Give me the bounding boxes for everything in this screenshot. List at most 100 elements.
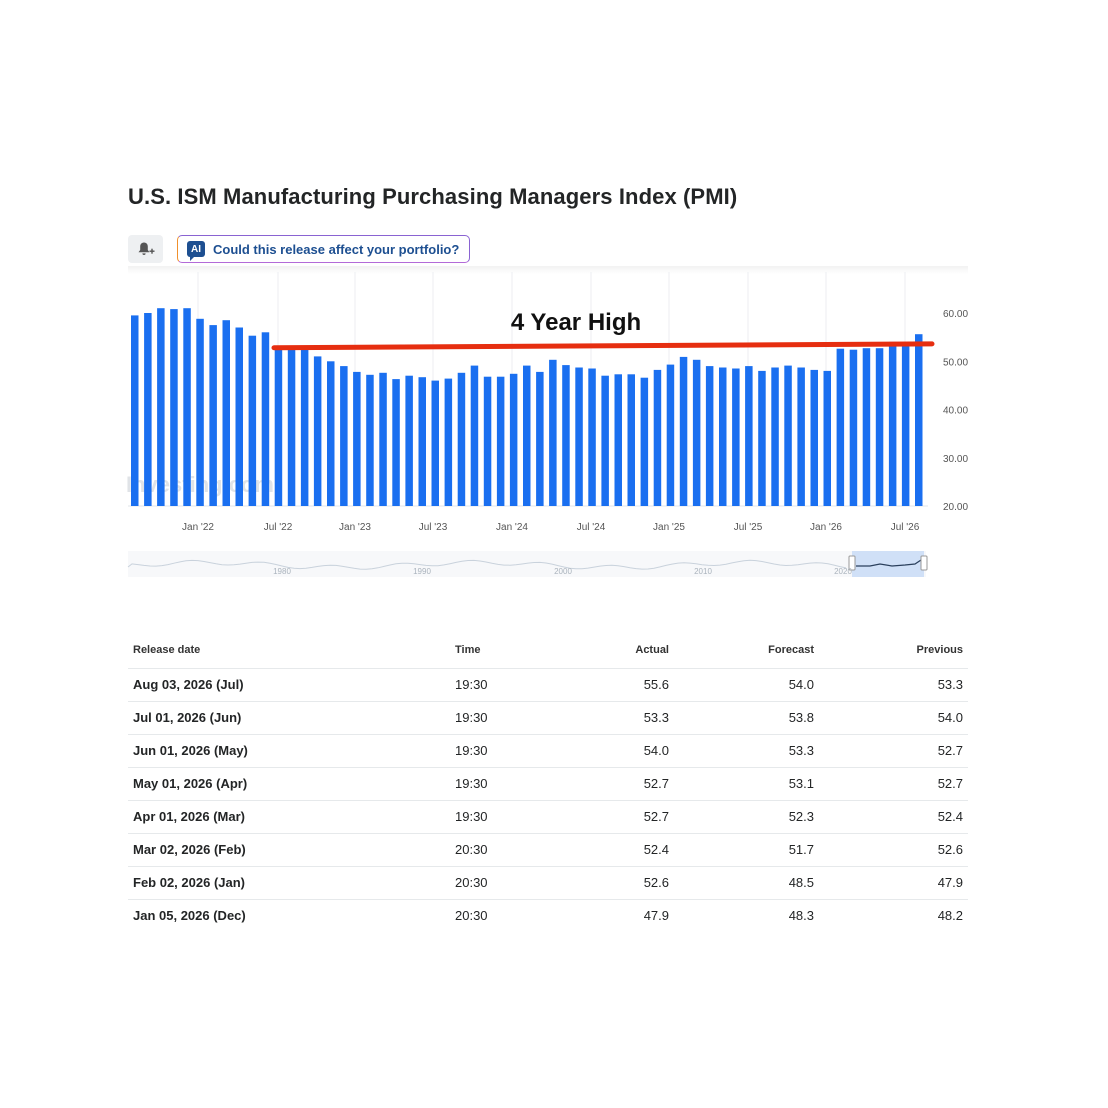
- chart-bar[interactable]: [366, 374, 374, 506]
- time-cell: 19:30: [450, 767, 580, 801]
- navigator-track[interactable]: [128, 551, 926, 577]
- header-time[interactable]: Time: [450, 632, 580, 669]
- chart-bar[interactable]: [313, 356, 322, 506]
- chart-annotation: 4 Year High: [511, 309, 641, 336]
- y-tick-label: 30.00: [943, 454, 968, 465]
- chart-bar[interactable]: [536, 371, 544, 506]
- y-tick-label: 50.00: [943, 357, 968, 368]
- x-tick-label: Jul '25: [734, 522, 763, 533]
- chart-bar[interactable]: [379, 372, 387, 506]
- chart-bar[interactable]: [405, 375, 413, 506]
- chart-bar[interactable]: [496, 376, 505, 506]
- chart-bar[interactable]: [601, 375, 609, 506]
- forecast-cell: 51.7: [674, 833, 819, 867]
- chart-bar[interactable]: [222, 320, 231, 506]
- time-cell: 20:30: [455, 908, 488, 924]
- chart-bar[interactable]: [627, 374, 636, 506]
- x-tick-label: Jan '25: [653, 522, 685, 533]
- chart-bar[interactable]: [274, 348, 283, 506]
- header-previous[interactable]: Previous: [819, 632, 968, 669]
- chart-bar[interactable]: [640, 377, 649, 506]
- navigator-left-handle[interactable]: [848, 555, 856, 571]
- chart-bar[interactable]: [444, 378, 453, 506]
- chart-bar[interactable]: [732, 368, 740, 507]
- page-title: U.S. ISM Manufacturing Purchasing Manage…: [128, 184, 738, 209]
- chart-bar[interactable]: [575, 367, 583, 507]
- chart-bar[interactable]: [653, 369, 662, 506]
- chart-bar[interactable]: [875, 348, 884, 506]
- actual-cell: 53.3: [580, 701, 674, 735]
- chart-bar[interactable]: [340, 366, 348, 506]
- chart-bar[interactable]: [614, 374, 623, 506]
- chart-bar[interactable]: [392, 379, 400, 506]
- chart-bar[interactable]: [287, 348, 296, 506]
- y-tick-label: 40.00: [943, 406, 968, 417]
- chart-bar[interactable]: [157, 308, 165, 506]
- forecast-cell: 52.3: [674, 800, 819, 834]
- chart-bar[interactable]: [888, 341, 897, 506]
- time-cell: 19:30: [450, 701, 580, 735]
- chart-bar[interactable]: [483, 376, 492, 506]
- chart-bar[interactable]: [248, 335, 257, 506]
- chart-bar[interactable]: [235, 327, 244, 507]
- chart-bar[interactable]: [758, 370, 766, 506]
- previous-cell: 52.7: [819, 767, 968, 801]
- table-row: Aug 03, 2026 (Jul) 19:30 55.6 54.0 53.3: [128, 668, 968, 702]
- chart-bar[interactable]: [810, 369, 819, 506]
- chart-bar[interactable]: [144, 313, 152, 506]
- chart-bar[interactable]: [562, 365, 570, 506]
- chart-bar[interactable]: [418, 377, 427, 506]
- chart-bar[interactable]: [523, 365, 531, 506]
- chart-bar[interactable]: [196, 318, 204, 506]
- chart-bar[interactable]: [131, 315, 139, 506]
- chart-bar[interactable]: [797, 367, 805, 507]
- create-alert-button[interactable]: [128, 235, 163, 263]
- chart-bar[interactable]: [784, 365, 792, 506]
- navigator-right-handle[interactable]: [920, 555, 928, 571]
- x-tick-label: Jul '22: [264, 522, 293, 533]
- chart-bar[interactable]: [353, 371, 361, 506]
- chart-bar[interactable]: [327, 361, 335, 507]
- chart-bar[interactable]: [823, 370, 832, 506]
- chart-bar[interactable]: [862, 348, 871, 506]
- chart-bar[interactable]: [457, 372, 466, 506]
- chart-bar[interactable]: [509, 373, 518, 506]
- chart-bar[interactable]: [549, 359, 557, 506]
- chart-bar[interactable]: [666, 364, 675, 506]
- table-header-row: Release date Time Actual Forecast Previo…: [128, 632, 968, 669]
- release-date-cell: Jul 01, 2026 (Jun): [128, 701, 450, 735]
- chart-bar[interactable]: [183, 308, 191, 506]
- chart-bar[interactable]: [705, 366, 714, 506]
- previous-cell: 52.7: [819, 734, 968, 768]
- chart-bar[interactable]: [170, 309, 178, 506]
- chart-bar[interactable]: [470, 365, 479, 506]
- actual-cell: 55.6: [580, 668, 674, 702]
- chart-bar[interactable]: [431, 380, 440, 506]
- ai-portfolio-button[interactable]: AI Could this release affect your portfo…: [177, 235, 471, 263]
- chart-bar[interactable]: [719, 367, 727, 507]
- chart-bar[interactable]: [261, 332, 270, 506]
- navigator-selected-series: [856, 559, 922, 567]
- chart-bar[interactable]: [836, 348, 845, 506]
- chart-bar[interactable]: [679, 356, 688, 506]
- table-row: Feb 02, 2026 (Jan) 20:30 52.6 48.5 47.9: [128, 866, 968, 900]
- header-release-date[interactable]: Release date: [128, 632, 450, 669]
- chart-bar[interactable]: [901, 345, 910, 506]
- chart-navigator[interactable]: 1980 1990 2000 2010 2020: [127, 551, 928, 577]
- chart-bar[interactable]: [745, 366, 753, 506]
- table-row: Mar 02, 2026 (Feb) 20:30 52.4 51.7 52.6: [128, 833, 968, 867]
- chart-bar[interactable]: [692, 359, 701, 506]
- chart-bar[interactable]: [849, 349, 858, 506]
- release-date-cell: Aug 03, 2026 (Jul): [128, 668, 450, 702]
- chart-bar[interactable]: [915, 334, 923, 506]
- table-row: Jun 01, 2026 (May) 19:30 54.0 53.3 52.7: [128, 734, 968, 768]
- chart-bar[interactable]: [588, 368, 596, 507]
- chart-bar[interactable]: [771, 367, 779, 507]
- release-date-cell: Apr 01, 2026 (Mar): [128, 800, 450, 834]
- x-tick-label: Jan '24: [496, 522, 528, 533]
- header-actual[interactable]: Actual: [580, 632, 674, 669]
- header-forecast[interactable]: Forecast: [674, 632, 819, 669]
- chart-bar[interactable]: [209, 325, 217, 506]
- chart-bar[interactable]: [300, 348, 309, 506]
- previous-cell: 53.3: [819, 668, 968, 702]
